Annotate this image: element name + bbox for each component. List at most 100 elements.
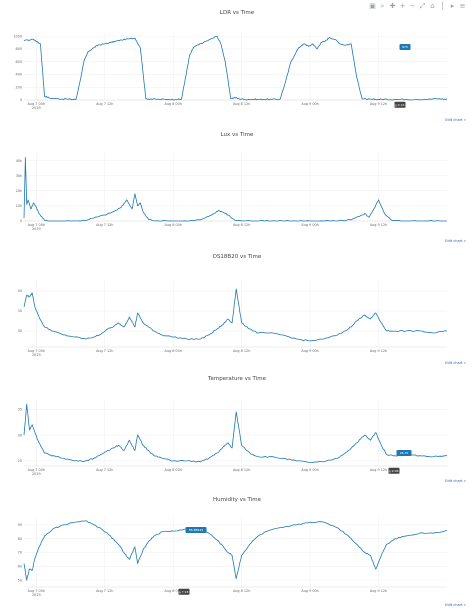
zoom-in-icon[interactable]: + xyxy=(399,2,406,10)
spike-lines-icon[interactable]: │ xyxy=(440,2,445,10)
hover-value-tag xyxy=(399,44,411,50)
x-tick-label: 2019 xyxy=(32,106,41,110)
x-tick-label: Aug 8 00h xyxy=(165,223,182,227)
y-tick-label: 90 xyxy=(18,523,22,527)
x-tick-label: Aug 9 12h xyxy=(370,589,387,593)
x-tick-label: Aug 8 12h xyxy=(233,468,250,472)
x-tick-label: Aug 8 00h xyxy=(165,468,182,472)
x-tick-label: Aug 8 12h xyxy=(233,349,250,353)
hover-value-label: 26.70 xyxy=(400,451,409,455)
hover-value-label: 875 xyxy=(402,45,408,49)
series-line[interactable] xyxy=(23,520,448,581)
y-tick-label: 200 xyxy=(16,85,22,89)
x-tick-label: Aug 9 12h xyxy=(370,223,387,227)
x-tick-label: Aug 7 00h xyxy=(28,223,45,227)
chart-title: LDR vs Time xyxy=(220,10,255,16)
x-tick-label: Aug 9 00h xyxy=(301,349,318,353)
y-tick-label: 80 xyxy=(18,537,22,541)
edit-chart-link[interactable]: Edit chart » xyxy=(445,603,466,607)
hover-value-label: 85.88929 xyxy=(189,528,203,532)
y-tick-label: 40k xyxy=(16,159,22,163)
x-tick-label: Aug 7 12h xyxy=(96,223,113,227)
x-tick-label: Aug 7 12h xyxy=(96,349,113,353)
x-tick-label: Aug 9 00h xyxy=(301,102,318,106)
pan-icon[interactable]: ✚ xyxy=(389,2,396,10)
y-tick-label: 50 xyxy=(18,578,22,582)
camera-icon[interactable]: ▣ xyxy=(369,2,376,10)
x-tick-label: Aug 7 00h xyxy=(28,589,45,593)
y-tick-label: 1000 xyxy=(13,34,22,38)
x-tick-label: Aug 7 00h xyxy=(28,102,45,106)
x-tick-label: Aug 9 00h xyxy=(301,468,318,472)
x-tick-label: Aug 8 00h xyxy=(165,102,182,106)
x-tick-label: 2019 xyxy=(32,472,41,476)
y-tick-label: 25 xyxy=(18,459,22,463)
y-tick-label: 35 xyxy=(18,309,22,313)
hover-value-tag xyxy=(185,527,207,533)
x-tick-label: Aug 8 12h xyxy=(233,589,250,593)
reset-axes-icon[interactable]: ⌂ xyxy=(430,2,435,10)
x-tick-label: Aug 7 00h xyxy=(28,349,45,353)
series-line[interactable] xyxy=(23,288,448,342)
hover-closest-icon[interactable]: ▸ xyxy=(450,2,455,10)
y-tick-label: 30 xyxy=(18,329,22,333)
y-tick-label: 10k xyxy=(16,204,22,208)
x-tick-label: 2019 xyxy=(32,353,41,357)
zoom-icon[interactable]: ⌕ xyxy=(380,2,385,10)
chart-title: Humidity vs Time xyxy=(213,497,262,503)
y-tick-label: 70 xyxy=(18,551,22,555)
hover-x-tag xyxy=(178,588,190,595)
edit-chart-link[interactable]: Edit chart » xyxy=(445,118,466,122)
x-tick-label: Aug 7 00h xyxy=(28,468,45,472)
y-tick-label: 30 xyxy=(18,433,22,437)
hover-value-tag xyxy=(396,450,412,456)
x-tick-label: Aug 9 00h xyxy=(301,223,318,227)
hover-x-label: Aug 9 12:57 xyxy=(391,103,409,107)
edit-chart-link[interactable]: Edit chart » xyxy=(445,361,466,365)
x-tick-label: Aug 7 12h xyxy=(96,468,113,472)
x-tick-label: Aug 7 12h xyxy=(96,102,113,106)
hover-x-label: Aug 7 23:50 xyxy=(175,590,193,594)
x-tick-label: 2019 xyxy=(32,593,41,597)
y-tick-label: 30k xyxy=(16,174,22,178)
x-tick-label: Aug 7 12h xyxy=(96,589,113,593)
chart-title: Lux vs Time xyxy=(221,132,254,138)
y-tick-label: 600 xyxy=(16,60,22,64)
edit-chart-link[interactable]: Edit chart » xyxy=(445,479,466,483)
x-tick-label: Aug 8 00h xyxy=(165,349,182,353)
y-tick-label: 0 xyxy=(20,98,22,102)
x-tick-label: Aug 9 12h xyxy=(370,349,387,353)
hover-x-tag xyxy=(388,467,400,474)
x-tick-label: Aug 8 12h xyxy=(233,223,250,227)
plot-modebar: ▣ ⌕ ✚ + − ⤢ ⌂ │ ▸ ≡ xyxy=(369,3,466,10)
zoom-out-icon[interactable]: − xyxy=(409,2,416,10)
series-line[interactable] xyxy=(23,403,447,463)
y-tick-label: 0 xyxy=(20,219,22,223)
edit-chart-link[interactable]: Edit chart » xyxy=(445,239,466,243)
series-line[interactable] xyxy=(23,35,448,101)
x-tick-label: Aug 9 12h xyxy=(370,102,387,106)
chart-title: DS18B20 vs Time xyxy=(213,254,262,260)
y-tick-label: 20k xyxy=(16,189,22,193)
y-tick-label: 35 xyxy=(18,408,22,412)
x-tick-label: Aug 9 12h xyxy=(370,468,387,472)
hover-x-tag xyxy=(394,101,406,108)
x-tick-label: Aug 8 12h xyxy=(233,102,250,106)
autoscale-icon[interactable]: ⤢ xyxy=(419,2,426,10)
chart-title: Temperature vs Time xyxy=(207,376,267,382)
x-tick-label: Aug 8 00h xyxy=(165,589,182,593)
y-tick-label: 800 xyxy=(16,47,22,51)
y-tick-label: 400 xyxy=(16,73,22,77)
series-line[interactable] xyxy=(23,157,447,222)
hover-x-label: Aug 9 08:10 xyxy=(385,469,403,473)
y-tick-label: 60 xyxy=(18,565,22,569)
y-tick-label: 40 xyxy=(18,289,22,293)
hover-compare-icon[interactable]: ≡ xyxy=(459,2,466,10)
